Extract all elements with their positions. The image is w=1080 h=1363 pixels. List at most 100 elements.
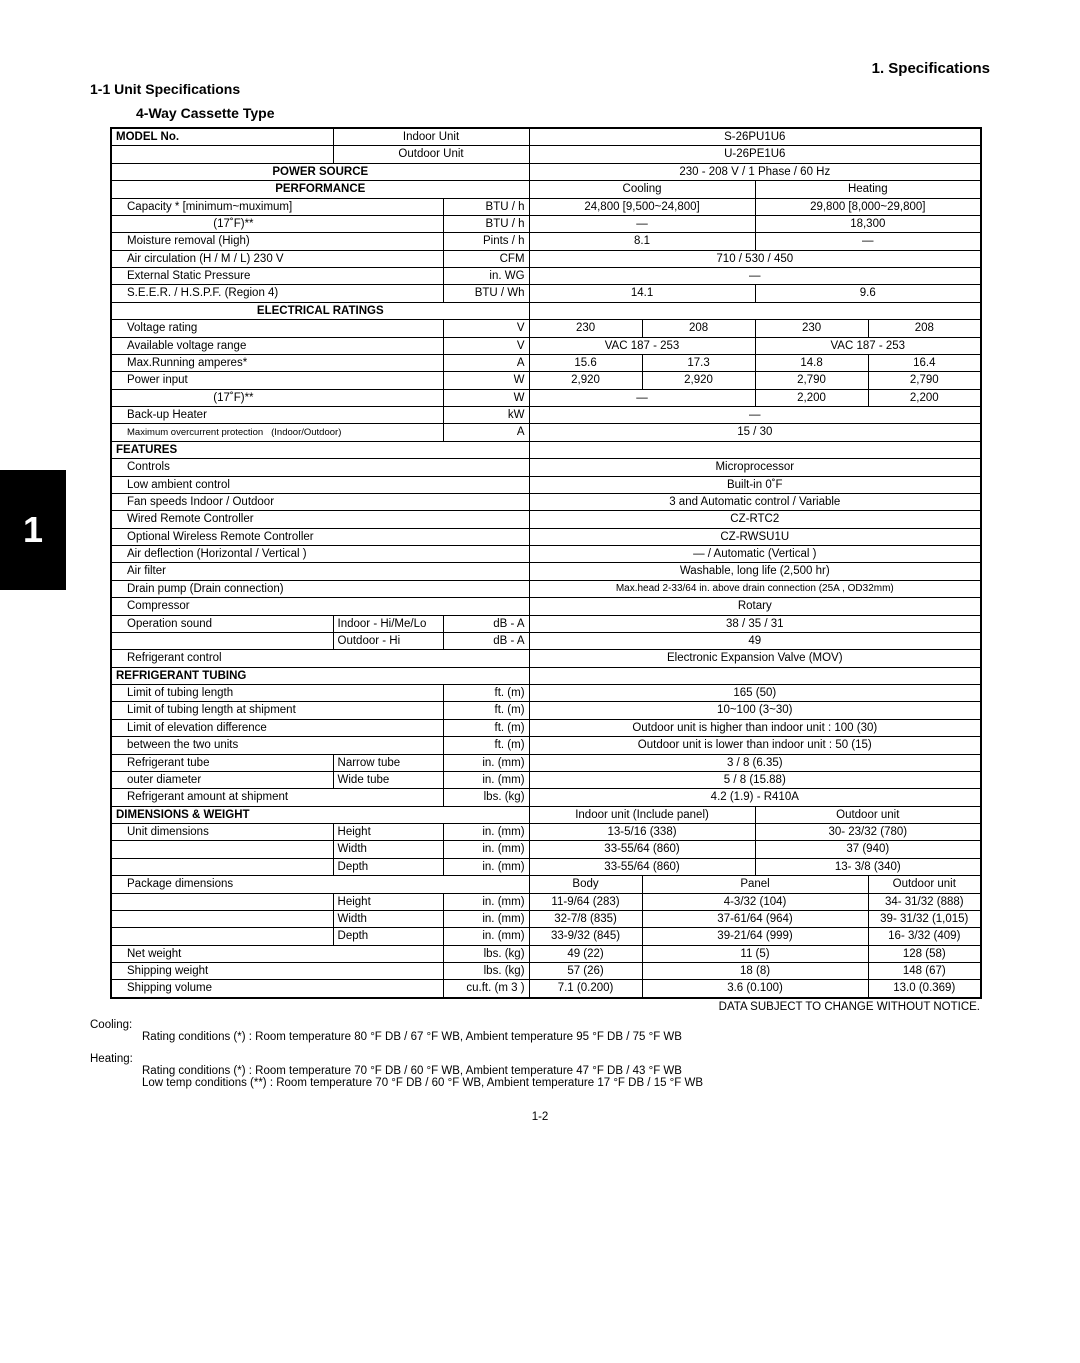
unit-cell: BTU / Wh [443,285,529,302]
val-cell: 24,800 [9,500~24,800] [529,198,755,215]
param-label: Limit of tubing length [123,685,443,702]
table-row: Limit of tubing lengthft. (m)165 (50) [111,685,981,702]
val-cell: 33-55/64 (860) [529,841,755,858]
outdoor-hdr2: Outdoor unit [868,876,981,893]
param-label: Power input [123,372,443,389]
val-cell: 2,920 [642,372,755,389]
val-cell: 18,300 [755,215,981,232]
op-sound-outdoor-label: Outdoor - Hi [333,632,443,649]
table-row: Max.Running amperes*A15.617.314.816.4 [111,354,981,371]
table-row: (17˚F)**BTU / h—18,300 [111,215,981,232]
table-row: Low ambient controlBuilt-in 0˚F [111,476,981,493]
param-label: Fan speeds Indoor / Outdoor [123,493,529,510]
table-row: FEATURES [111,441,981,458]
unit-cell: in. (mm) [443,771,529,788]
side-tab: 1 [0,470,66,590]
net-weight-label: Net weight [123,945,443,962]
table-row: Available voltage rangeVVAC 187 - 253VAC… [111,337,981,354]
table-row: Package dimensions Body Panel Outdoor un… [111,876,981,893]
param-label: Air circulation (H / M / L) 230 V [123,250,443,267]
val-cell: 230 [529,320,642,337]
table-row: Maximum overcurrent protection (Indoor/O… [111,424,981,441]
val-cell: 16- 3/32 (409) [868,928,981,945]
unit-cell: in. (mm) [443,824,529,841]
heating-notes: Heating: Rating conditions (*) : Room te… [90,1053,990,1089]
param-label: Capacity * [minimum~muximum] [123,198,443,215]
table-row: Outdoor Unit U-26PE1U6 [111,146,981,163]
param-label: Low ambient control [123,476,529,493]
unit-cell: W [443,372,529,389]
val-cell: 13-5/16 (338) [529,824,755,841]
unit-cell: Pints / h [443,233,529,250]
val-cell: 37 (940) [755,841,981,858]
val-cell: 13.0 (0.369) [868,980,981,998]
ship-weight-label: Shipping weight [123,963,443,980]
table-row: ControlsMicroprocessor [111,459,981,476]
param-label: Maximum overcurrent protection (Indoor/O… [123,424,443,441]
unit-cell: in. (mm) [443,910,529,927]
ship-volume-label: Shipping volume [123,980,443,998]
unit-cell: in. (mm) [443,858,529,875]
val-cell: VAC 187 - 253 [755,337,981,354]
val-cell: Outdoor unit is higher than indoor unit … [529,719,981,736]
table-row: REFRIGERANT TUBING [111,667,981,684]
val-cell: 17.3 [642,354,755,371]
wide-tube-val: 5 / 8 (15.88) [529,771,981,788]
val-cell: Built-in 0˚F [529,476,981,493]
ref-amount-val: 4.2 (1.9) - R410A [529,789,981,806]
val-cell: 7.1 (0.200) [529,980,642,998]
val-cell: 9.6 [755,285,981,302]
unit-cell: lbs. (kg) [443,945,529,962]
val-cell: 16.4 [868,354,981,371]
op-sound-outdoor-val: 49 [529,632,981,649]
val-cell: CZ-RWSU1U [529,528,981,545]
param-label: Back-up Heater [123,407,443,424]
unit-cell: ft. (m) [443,702,529,719]
val-cell: — [529,407,981,424]
val-cell: 2,790 [868,372,981,389]
val-cell: 30- 23/32 (780) [755,824,981,841]
section-title: 1-1 Unit Specifications [90,81,990,97]
val-cell: VAC 187 - 253 [529,337,755,354]
height-label: Height [333,824,443,841]
unit-cell: dB - A [443,615,529,632]
dims-label: DIMENSIONS & WEIGHT [111,806,529,823]
unit-cell: dB - A [443,632,529,649]
op-sound-indoor-val: 38 / 35 / 31 [529,615,981,632]
unit-cell: in. (mm) [443,841,529,858]
table-row: Refrigerant amount at shipment lbs. (kg)… [111,789,981,806]
unit-cell: V [443,337,529,354]
val-cell: 3 and Automatic control / Variable [529,493,981,510]
narrow-tube-val: 3 / 8 (6.35) [529,754,981,771]
param-label: Controls [123,459,529,476]
val-cell: 13- 3/8 (340) [755,858,981,875]
val-cell: — [529,215,755,232]
val-cell: 165 (50) [529,685,981,702]
unit-cell: A [443,424,529,441]
power-source-label: POWER SOURCE [111,163,529,180]
param-label: Air deflection (Horizontal / Vertical ) [123,546,529,563]
disclaimer: DATA SUBJECT TO CHANGE WITHOUT NOTICE. [90,1001,980,1013]
val-cell: 128 (58) [868,945,981,962]
param-label: Limit of tubing length at shipment [123,702,443,719]
param-label: Depth [333,928,443,945]
heating-notes-hdr: Heating: [90,1053,990,1065]
param-label: Drain pump (Drain connection) [123,580,529,597]
unit-cell: ft. (m) [443,685,529,702]
table-row: Width in. (mm) 33-55/64 (860) 37 (940) [111,841,981,858]
unit-cell: in. (mm) [443,928,529,945]
table-row: Optional Wireless Remote ControllerCZ-RW… [111,528,981,545]
val-cell: 37-61/64 (964) [642,910,868,927]
unit-cell: in. (mm) [443,754,529,771]
param-label: Available voltage range [123,337,443,354]
table-row: ELECTRICAL RATINGS [111,302,981,319]
outdoor-hdr: Outdoor unit [755,806,981,823]
table-row: External Static Pressurein. WG— [111,268,981,285]
param-label: Width [333,910,443,927]
unit-cell: CFM [443,250,529,267]
narrow-tube-label: Narrow tube [333,754,443,771]
cooling-notes-hdr: Cooling: [90,1019,990,1031]
table-row: Back-up HeaterkW— [111,407,981,424]
cooling-notes: Cooling: Rating conditions (*) : Room te… [90,1019,990,1043]
val-cell: 8.1 [529,233,755,250]
